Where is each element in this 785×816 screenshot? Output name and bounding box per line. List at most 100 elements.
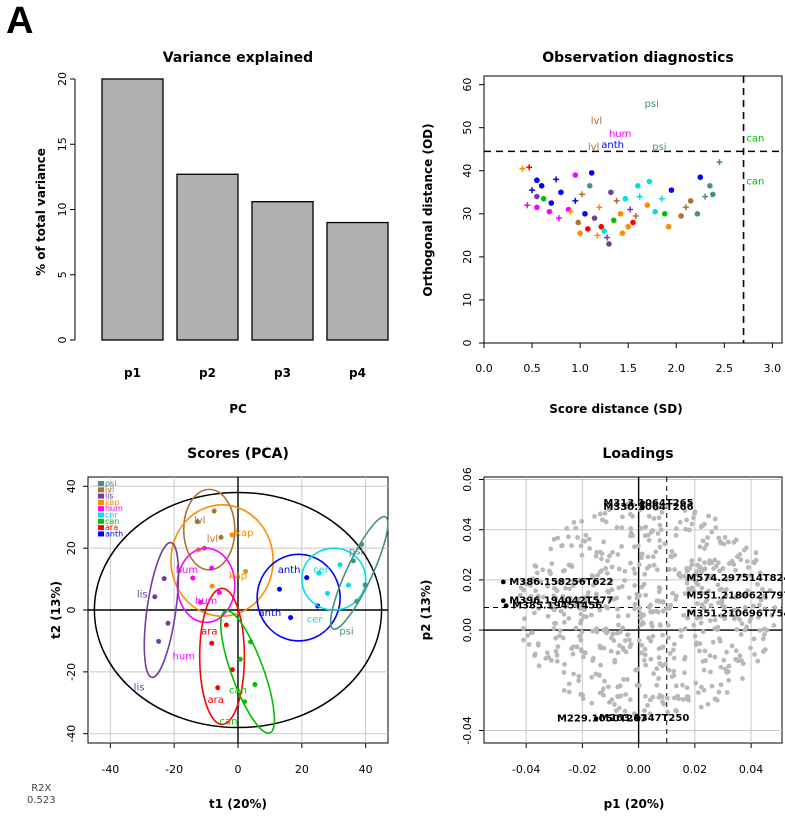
loading-point	[712, 696, 718, 702]
loading-point	[594, 549, 600, 555]
loading-point	[751, 603, 756, 609]
score-point-lis	[161, 576, 167, 582]
loading-point	[762, 626, 767, 632]
loading-point	[529, 630, 534, 636]
loading-label: M385.1945T456	[512, 601, 602, 612]
loading-point	[635, 543, 641, 549]
group-ellipse-lis	[143, 541, 180, 679]
loading-point	[744, 592, 749, 598]
loading-point	[555, 644, 561, 650]
loading-point	[607, 553, 612, 559]
diagnostics-point	[538, 183, 545, 189]
loading-point	[645, 703, 650, 708]
loading-point	[641, 621, 646, 626]
scores-xtick-label: 0	[235, 763, 242, 776]
loading-point	[562, 619, 567, 625]
loading-point	[657, 522, 663, 528]
variance-bar-p1	[101, 78, 164, 341]
loading-point	[560, 635, 566, 641]
loading-point	[678, 574, 683, 579]
score-point-ara	[215, 685, 221, 691]
loading-point	[582, 650, 588, 656]
loading-point	[656, 694, 662, 700]
loading-point	[579, 617, 584, 623]
diagnostics-point	[579, 191, 586, 198]
loading-point	[698, 524, 704, 530]
loading-point	[643, 592, 649, 598]
loading-point	[712, 617, 718, 623]
loading-point	[592, 580, 598, 586]
loading-point	[584, 614, 589, 620]
variance-xtick-p4: p4	[349, 366, 366, 380]
loading-point	[530, 576, 536, 582]
loading-point	[645, 532, 651, 538]
variance-bar-p4	[326, 221, 389, 341]
loading-point	[713, 525, 719, 531]
loading-point	[706, 588, 711, 594]
loading-point	[702, 521, 707, 527]
loading-point	[567, 595, 573, 601]
loading-point	[619, 544, 624, 549]
loading-point	[689, 521, 695, 527]
loading-point	[648, 602, 653, 608]
diagnostics-point	[632, 212, 639, 219]
loading-point	[540, 567, 546, 573]
score-point-kap	[229, 532, 235, 538]
loading-point	[650, 528, 656, 533]
diagnostics-ytick-label: 10	[461, 293, 474, 307]
loading-point	[533, 588, 538, 594]
loading-point	[607, 699, 612, 705]
loading-point	[680, 682, 685, 688]
score-point-anth	[277, 586, 283, 592]
loading-point	[625, 613, 631, 619]
loading-label: M263.1347T250	[599, 713, 689, 724]
loading-point	[664, 695, 670, 701]
loading-point	[660, 632, 666, 638]
diagnostics-point	[585, 226, 591, 232]
loading-point	[734, 607, 740, 613]
loading-point	[652, 502, 657, 508]
loading-point	[697, 648, 702, 654]
variance-ytick-label: 10	[56, 203, 69, 217]
diagnostics-point	[572, 197, 579, 204]
loading-point	[712, 557, 718, 563]
loading-point	[601, 645, 607, 651]
loading-point	[656, 676, 661, 681]
diagnostics-point	[635, 183, 641, 189]
loading-point	[658, 527, 664, 533]
loading-point	[703, 658, 709, 663]
loading-point	[702, 546, 707, 551]
loading-point	[671, 668, 677, 674]
loading-point	[752, 651, 757, 657]
loading-point	[554, 579, 560, 585]
loading-point	[547, 568, 552, 574]
loading-point	[603, 626, 609, 632]
loading-point	[760, 586, 765, 592]
score-point-hum	[190, 575, 196, 581]
loading-point	[698, 590, 704, 596]
score-point-psi	[354, 598, 360, 604]
diagnostics-xtick-label: 3.0	[764, 362, 782, 375]
loading-point	[744, 624, 750, 630]
score-label-anth: anth	[278, 565, 301, 576]
loading-point	[758, 597, 764, 603]
legend-item-lis: lis	[105, 492, 114, 501]
loading-point	[587, 546, 593, 551]
diagnostics-point	[610, 217, 617, 224]
loading-point	[534, 570, 540, 576]
loading-point	[705, 535, 710, 540]
loading-point	[612, 702, 617, 707]
diagnostics-point	[707, 183, 713, 189]
loading-label: M330.1064T266	[603, 502, 693, 513]
score-label-lvl: lvl	[207, 534, 218, 545]
diagnostics-point	[601, 228, 607, 234]
loading-point	[558, 608, 564, 614]
loading-point	[551, 626, 557, 631]
loading-point	[651, 671, 656, 677]
variance-title: Variance explained	[163, 50, 313, 66]
loading-point	[566, 616, 572, 621]
loading-point	[682, 626, 688, 632]
loading-point	[769, 612, 775, 618]
loading-point	[579, 552, 585, 558]
loading-point	[614, 525, 620, 530]
